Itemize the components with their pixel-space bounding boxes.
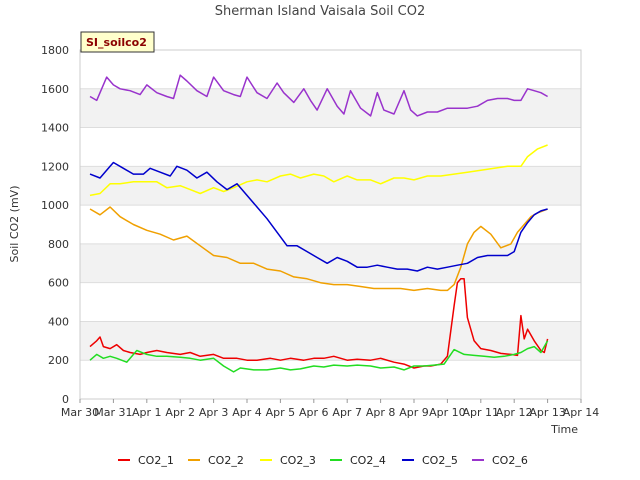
x-tick-label: Apr 8: [366, 406, 396, 419]
y-tick-label: 1400: [41, 122, 69, 135]
x-tick-label: Apr 12: [496, 406, 533, 419]
plot-frame: [79, 49, 582, 400]
legend-label: CO2_6: [492, 454, 528, 467]
series-line-co2-2: [89, 206, 548, 292]
y-tick-label: 1800: [41, 44, 69, 57]
x-tick-label: Apr 4: [232, 406, 262, 419]
legend-item-co2-6: CO2_6: [472, 454, 528, 467]
y-tick-label: 1200: [41, 160, 69, 173]
site-badge-box: [80, 31, 155, 53]
site-badge-label: SI_soilco2: [86, 36, 147, 49]
legend-label: CO2_5: [422, 454, 458, 467]
x-axis-label: Time: [550, 423, 578, 436]
series-line-co2-1: [89, 278, 549, 369]
y-tick-label: 1600: [41, 83, 69, 96]
legend-label: CO2_2: [208, 454, 244, 467]
x-tick-label: Mar 30: [61, 406, 99, 419]
series-line-co2-6: [89, 74, 548, 117]
x-tick-label: Apr 6: [299, 406, 329, 419]
legend-item-co2-1: CO2_1: [118, 454, 174, 467]
legend-item-co2-4: CO2_4: [330, 454, 386, 467]
y-tick-label: 600: [48, 277, 69, 290]
grid-band: [80, 243, 581, 283]
gridlines: [80, 49, 581, 400]
x-tick-label: Apr 1: [132, 406, 162, 419]
x-tick-label: Apr 3: [199, 406, 229, 419]
legend-label: CO2_3: [280, 454, 316, 467]
x-tick-label: Apr 5: [266, 406, 296, 419]
grid-bands: [80, 88, 581, 361]
x-tick-label: Apr 9: [399, 406, 429, 419]
legend-label: CO2_1: [138, 454, 174, 467]
legend-item-co2-2: CO2_2: [188, 454, 244, 467]
legend: CO2_1 CO2_2 CO2_3 CO2_4 CO2_5 CO2_6: [118, 454, 528, 467]
series-lines: [89, 74, 549, 373]
y-tick-label: 800: [48, 238, 69, 251]
legend-label: CO2_4: [350, 454, 386, 467]
y-axis-label: Soil CO2 (mV): [8, 186, 21, 263]
y-tick-label: 1000: [41, 199, 69, 212]
grid-band: [80, 166, 581, 206]
x-tick-label: Apr 7: [332, 406, 362, 419]
legend-item-co2-5: CO2_5: [402, 454, 458, 467]
grid-band: [80, 321, 581, 361]
x-tick-label: Apr 2: [165, 406, 195, 419]
chart-title: Sherman Island Vaisala Soil CO2: [215, 4, 425, 19]
x-tick-label: Apr 10: [429, 406, 466, 419]
x-tick-label: Apr 13: [529, 406, 566, 419]
series-line-co2-4: [89, 340, 549, 373]
series-line-co2-5: [89, 161, 548, 272]
x-tick-label: Apr 11: [463, 406, 500, 419]
x-tick-label: Mar 31: [94, 406, 132, 419]
y-tick-label: 200: [48, 354, 69, 367]
site-badge: SI_soilco2: [80, 31, 155, 53]
series-line-co2-3: [89, 144, 548, 197]
x-tick-label: Apr 14: [563, 406, 600, 419]
legend-item-co2-3: CO2_3: [260, 454, 316, 467]
y-tick-label: 400: [48, 315, 69, 328]
y-tick-label: 0: [62, 393, 69, 406]
y-axis: 0 200 400 600 800 1000 1200 1400 1600 1800: [41, 44, 69, 406]
